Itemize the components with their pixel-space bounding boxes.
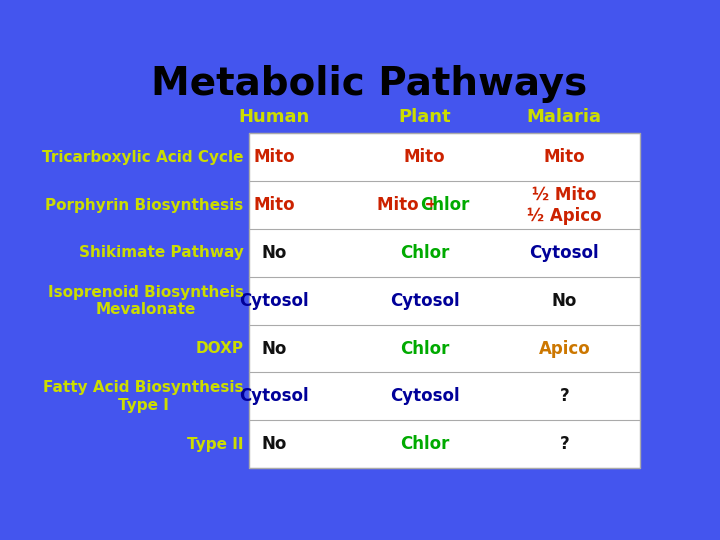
Text: Fatty Acid Biosynthesis
Type I: Fatty Acid Biosynthesis Type I	[43, 380, 243, 413]
Text: Apico: Apico	[539, 340, 590, 357]
Text: ½ Mito
½ Apico: ½ Mito ½ Apico	[527, 186, 602, 225]
Text: No: No	[261, 244, 287, 262]
Text: Chlor: Chlor	[400, 244, 449, 262]
Text: ?: ?	[559, 387, 570, 406]
Text: Plant: Plant	[398, 108, 451, 126]
Text: No: No	[261, 435, 287, 453]
Text: Mito: Mito	[404, 148, 446, 166]
Text: Mito: Mito	[253, 148, 295, 166]
Text: Shikimate Pathway: Shikimate Pathway	[78, 246, 243, 260]
Text: Mito +: Mito +	[377, 196, 444, 214]
Text: Type II: Type II	[187, 437, 243, 452]
Text: Mito: Mito	[253, 196, 295, 214]
Text: Chlor: Chlor	[400, 435, 449, 453]
Text: Chlor: Chlor	[400, 340, 449, 357]
Text: Mito: Mito	[544, 148, 585, 166]
Text: Isoprenoid Biosyntheis
Mevalonate: Isoprenoid Biosyntheis Mevalonate	[48, 285, 243, 317]
Text: No: No	[261, 340, 287, 357]
Text: Malaria: Malaria	[527, 108, 602, 126]
Text: Cytosol: Cytosol	[529, 244, 599, 262]
Text: DOXP: DOXP	[195, 341, 243, 356]
Text: Porphyrin Biosynthesis: Porphyrin Biosynthesis	[45, 198, 243, 213]
Text: Chlor: Chlor	[420, 196, 469, 214]
Text: Tricarboxylic Acid Cycle: Tricarboxylic Acid Cycle	[42, 150, 243, 165]
Text: Cytosol: Cytosol	[239, 292, 309, 310]
Bar	[249, 133, 639, 468]
Text: Metabolic Pathways: Metabolic Pathways	[151, 64, 587, 103]
Text: No: No	[552, 292, 577, 310]
Text: Cytosol: Cytosol	[239, 387, 309, 406]
Text: Cytosol: Cytosol	[390, 292, 459, 310]
Text: Cytosol: Cytosol	[390, 387, 459, 406]
Text: Human: Human	[238, 108, 310, 126]
Text: ?: ?	[559, 435, 570, 453]
